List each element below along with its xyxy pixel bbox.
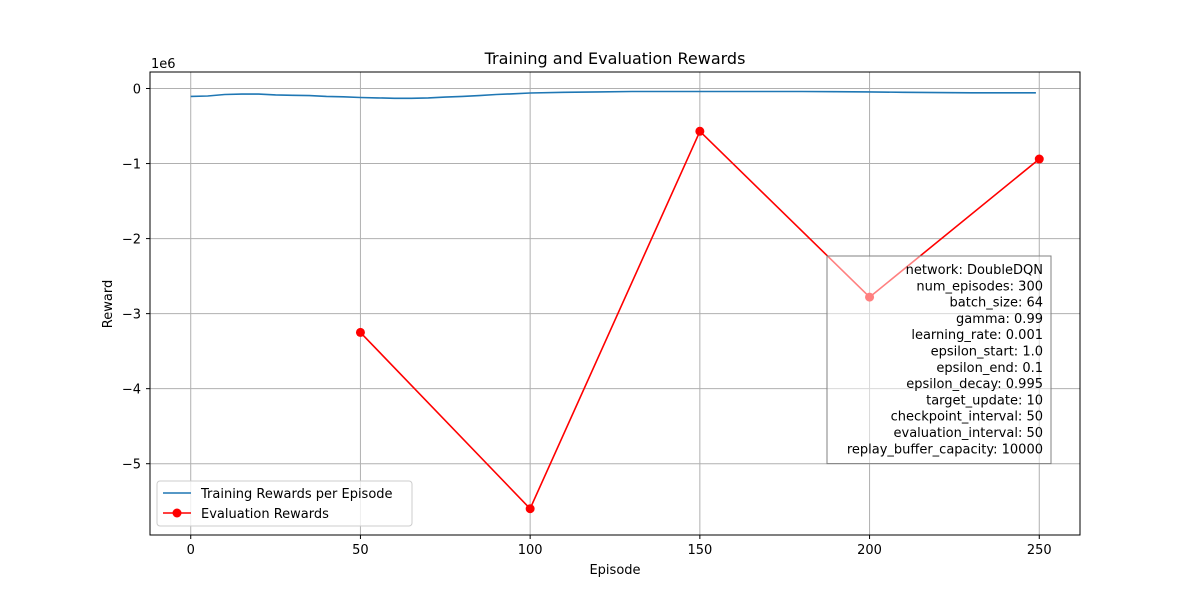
params-box-frame — [826, 255, 1052, 465]
y-offset-label: 1e6 — [151, 57, 176, 72]
x-tick-label: 0 — [187, 543, 195, 558]
y-tick-label: −4 — [122, 383, 141, 398]
param-line: replay_buffer_capacity: 10000 — [847, 442, 1043, 457]
legend: Training Rewards per Episode Evaluation R… — [156, 480, 413, 527]
param-line: network: DoubleDQN — [906, 263, 1043, 278]
y-tick-label: −1 — [122, 158, 141, 173]
plot-frame — [149, 71, 1081, 536]
param-line: epsilon_decay: 0.995 — [906, 377, 1043, 392]
legend-marker — [172, 508, 182, 518]
legend-frame — [156, 480, 413, 527]
y-axis-ticks: 0 −1 −2 −3 −4 −5 — [122, 83, 150, 473]
y-tick-label: −5 — [122, 458, 141, 473]
y-axis-title: Reward — [101, 280, 116, 328]
x-tick-label: 50 — [352, 543, 369, 558]
x-axis-ticks: 0 50 100 150 200 250 — [187, 535, 1052, 558]
param-line: batch_size: 64 — [950, 296, 1043, 311]
x-axis-title: Episode — [589, 563, 640, 578]
x-tick-label: 100 — [518, 543, 543, 558]
x-tick-label: 150 — [687, 543, 712, 558]
y-tick-label: −3 — [122, 308, 141, 323]
x-tick-label: 250 — [1027, 543, 1052, 558]
param-line: target_update: 10 — [926, 393, 1043, 408]
legend-label: Training Rewards per Episode — [200, 487, 393, 502]
evaluation-point — [695, 126, 705, 136]
evaluation-point — [1034, 154, 1044, 164]
series-line-0 — [190, 90, 1036, 100]
param-line: checkpoint_interval: 50 — [891, 410, 1043, 425]
param-line: epsilon_start: 1.0 — [931, 345, 1043, 360]
chart-title: Training and Evaluation Rewards — [484, 49, 746, 68]
evaluation-point — [355, 327, 365, 337]
param-line: learning_rate: 0.001 — [911, 328, 1043, 343]
y-tick-label: −2 — [122, 233, 141, 248]
param-line: num_episodes: 300 — [916, 279, 1043, 294]
legend-label: Evaluation Rewards — [201, 507, 329, 522]
evaluation-point — [525, 504, 535, 514]
x-tick-label: 200 — [857, 543, 882, 558]
param-line: epsilon_end: 0.1 — [936, 361, 1043, 376]
param-line: gamma: 0.99 — [956, 312, 1043, 327]
param-line: evaluation_interval: 50 — [894, 426, 1044, 441]
y-tick-label: 0 — [133, 83, 141, 98]
